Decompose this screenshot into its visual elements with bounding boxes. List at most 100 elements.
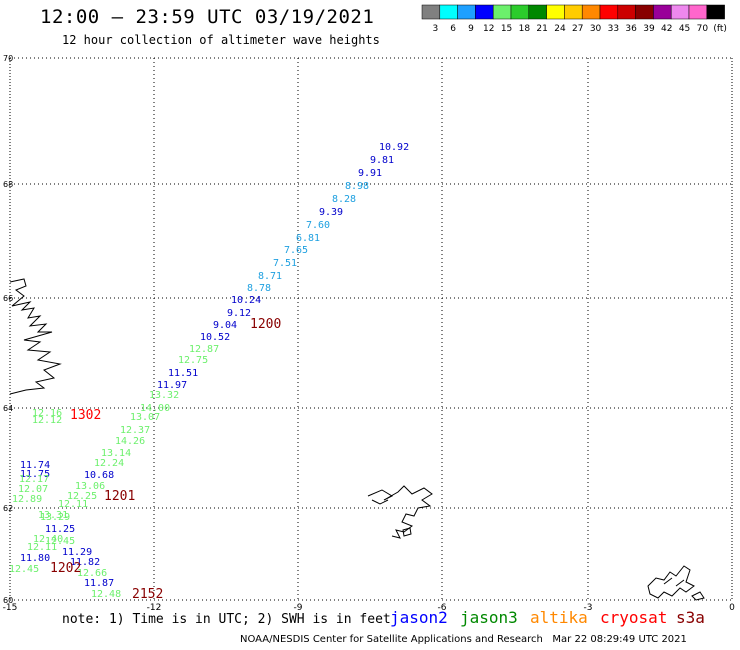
colorbar-label: 6 — [450, 24, 456, 34]
colorbar-label: 3 — [432, 24, 438, 34]
swh-label: 13.31 — [38, 510, 68, 521]
swh-label: 9.39 — [319, 207, 343, 218]
colorbar-label: 18 — [519, 24, 531, 34]
faroe-islet — [402, 527, 412, 537]
swh-label: 12.75 — [178, 355, 208, 366]
colorbar-label: 39 — [643, 24, 655, 34]
mission-jason3: jason3 — [460, 608, 518, 627]
colorbar-label: 12 — [483, 24, 494, 34]
swh-label: 13.06 — [75, 481, 105, 492]
lon-tick-label: 0 — [729, 603, 735, 613]
colorbar-label: 27 — [572, 24, 583, 34]
shetland-islands — [647, 565, 695, 599]
swh-label: 12.17 — [19, 474, 49, 485]
swh-label: 12.25 — [67, 491, 97, 502]
timestamp-text: Mar 22 08:29:49 UTC 2021 — [552, 634, 687, 645]
swh-label: 11.80 — [20, 553, 50, 564]
swh-label: 8.78 — [247, 283, 271, 294]
credit-text: NOAA/NESDIS Center for Satellite Applica… — [240, 634, 543, 645]
swh-label: 8.98 — [345, 181, 369, 192]
shetland-islet — [691, 591, 705, 601]
swh-label: 13.29 — [40, 512, 70, 523]
colorbar-label: 21 — [536, 24, 547, 34]
swh-label: 7.65 — [284, 245, 308, 256]
swh-label: 10.24 — [231, 295, 261, 306]
swh-label: 11.51 — [168, 368, 198, 379]
lat-tick-label: 62 — [3, 504, 13, 513]
swh-label: 12.11 — [58, 499, 88, 510]
colorbar-swatch — [706, 4, 725, 20]
swh-label: 8.71 — [258, 271, 282, 282]
swh-label: 12.45 — [45, 536, 75, 547]
swh-label: 8.28 — [332, 194, 356, 205]
swh-label: 11.82 — [70, 557, 100, 568]
swh-label: 12.87 — [189, 344, 219, 355]
lon-tick-label: -9 — [294, 603, 303, 613]
lat-tick-label: 70 — [3, 54, 13, 63]
pass-time-label: 1200 — [250, 317, 281, 332]
swh-label: 13.14 — [101, 448, 131, 459]
swh-label: 12.16 — [32, 408, 62, 419]
swh-label: 12.37 — [120, 425, 150, 436]
swh-label: 9.81 — [370, 155, 394, 166]
mission-s3a: s3a — [676, 608, 705, 627]
swh-label: 10.92 — [379, 142, 409, 153]
swh-label: 11.97 — [157, 380, 187, 391]
swh-label: 12.40 — [33, 534, 63, 545]
units-note: note: 1) Time is in UTC; 2) SWH is in fe… — [62, 612, 391, 627]
map-subtitle: 12 hour collection of altimeter wave hei… — [62, 33, 380, 47]
pass-time-label: 1302 — [70, 408, 101, 423]
swh-label: 10.52 — [200, 332, 230, 343]
swh-label: 13.32 — [149, 390, 179, 401]
colorbar-label: 36 — [625, 24, 637, 34]
color-scale-legend: 3 6 9 12 15 18 21 24 27 30 33 36 39 42 45 70 (ft) — [421, 4, 727, 34]
iceland-east-coast — [9, 278, 62, 395]
swh-label: 11.87 — [84, 578, 114, 589]
lon-tick-label: -15 — [3, 603, 18, 613]
lat-tick-label: 64 — [3, 404, 13, 413]
pass-time-label: 1201 — [104, 489, 135, 504]
mission-cryosat: cryosat — [600, 608, 668, 627]
swh-label: 12.48 — [91, 589, 121, 600]
swh-label: 6.81 — [296, 233, 320, 244]
swh-label: 14.26 — [115, 436, 145, 447]
lat-tick-label: 66 — [3, 294, 13, 303]
swh-label: 14.00 — [140, 403, 170, 414]
swh-label: 10.68 — [84, 470, 114, 481]
lon-tick-label: -6 — [438, 603, 447, 613]
colorbar-label: (ft) — [713, 24, 727, 34]
colorbar-label: 42 — [661, 24, 672, 34]
faroe-islands — [367, 485, 433, 539]
colorbar-label: 24 — [554, 24, 566, 34]
mission-altika: altika — [530, 608, 588, 627]
swh-label: 12.11 — [27, 542, 57, 553]
pass-time-label: 1202 — [50, 561, 81, 576]
lon-tick-label: -3 — [584, 603, 593, 613]
swh-label: 9.04 — [213, 320, 237, 331]
footer-credit: NOAA/NESDIS Center for Satellite Applica… — [240, 634, 687, 645]
swh-label: 12.66 — [77, 568, 107, 579]
swh-label: 12.45 — [9, 564, 39, 575]
swh-label: 7.51 — [273, 258, 297, 269]
swh-label: 11.74 — [20, 460, 50, 471]
colorbar-label: 33 — [608, 24, 619, 34]
swh-label: 12.07 — [18, 484, 48, 495]
lat-tick-label: 68 — [3, 180, 13, 189]
colorbar-label: 70 — [697, 24, 709, 34]
swh-label: 12.89 — [12, 494, 42, 505]
swh-label: 7.60 — [306, 220, 330, 231]
mission-jason2: jason2 — [390, 608, 448, 627]
swh-label: 12.12 — [32, 415, 62, 426]
colorbar-label: 15 — [501, 24, 512, 34]
swh-label: 9.12 — [227, 308, 251, 319]
swh-label: 11.29 — [62, 547, 92, 558]
swh-label: 9.91 — [358, 168, 382, 179]
swh-label: 12.24 — [94, 458, 124, 469]
lon-tick-label: -12 — [147, 603, 162, 613]
lat-tick-label: 60 — [3, 596, 13, 605]
swh-label: 13.07 — [130, 412, 160, 423]
map-title: 12:00 – 23:59 UTC 03/19/2021 — [40, 6, 375, 28]
colorbar-label: 45 — [679, 24, 690, 34]
swh-label: 11.25 — [45, 524, 75, 535]
